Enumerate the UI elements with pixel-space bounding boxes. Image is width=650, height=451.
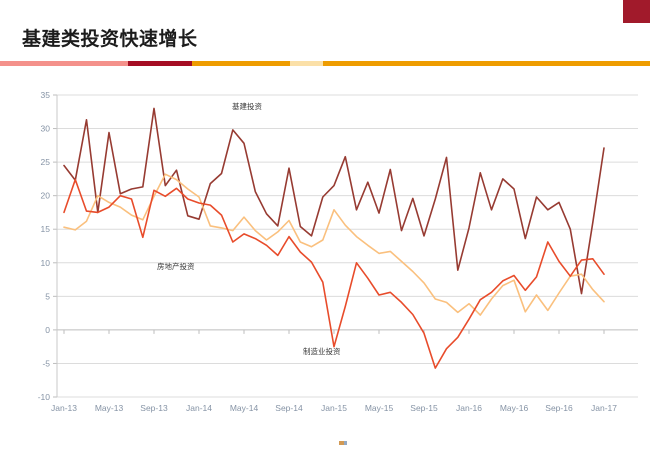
y-tick-label: 25 <box>41 157 51 167</box>
series-label-manufacturing: 制造业投资 <box>303 347 341 356</box>
x-tick-label: Sep-13 <box>140 403 168 413</box>
x-tick-label: May-13 <box>95 403 124 413</box>
y-gridlines <box>57 94 638 398</box>
stripe-segment-pink <box>0 61 128 66</box>
y-tick-label: -5 <box>42 358 50 368</box>
footer-mark-orange <box>339 441 344 445</box>
x-tick-label: Jan-15 <box>321 403 347 413</box>
y-axis-labels: 35 30 25 20 15 10 5 0 -5 -10 <box>38 90 51 402</box>
series-line-2 <box>63 178 605 369</box>
y-tick-label: 35 <box>41 90 51 100</box>
x-tick-label: Jan-13 <box>51 403 77 413</box>
y-tick-label: 15 <box>41 224 51 234</box>
title-divider-stripe <box>0 61 650 66</box>
stripe-segment-orange-long <box>323 61 650 66</box>
corner-accent-block <box>623 0 650 23</box>
y-tick-label: 0 <box>45 325 50 335</box>
y-tick-label: -10 <box>38 392 51 402</box>
x-tick-label: Jan-14 <box>186 403 212 413</box>
series-lines <box>63 107 605 369</box>
y-tick-label: 10 <box>41 258 51 268</box>
series-line-0 <box>63 107 605 295</box>
x-tick-label: Jan-17 <box>591 403 617 413</box>
x-tick-label: May-16 <box>500 403 529 413</box>
page-title: 基建类投资快速增长 <box>22 28 198 50</box>
x-tick-label: Sep-14 <box>275 403 303 413</box>
stripe-segment-cream <box>290 61 323 66</box>
stripe-segment-dark-red <box>128 61 192 66</box>
x-tick-label: Sep-16 <box>545 403 573 413</box>
x-tick-label: Jan-16 <box>456 403 482 413</box>
series-label-infrastructure: 基建投资 <box>232 102 262 111</box>
y-tick-label: 5 <box>45 291 50 301</box>
x-tick-label: May-14 <box>230 403 259 413</box>
stripe-segment-orange <box>192 61 290 66</box>
series-label-real-estate: 房地产投资 <box>157 262 195 271</box>
footer-mark-blue <box>344 441 347 445</box>
x-tick-label: Sep-15 <box>410 403 438 413</box>
series-line-1 <box>63 173 605 316</box>
y-tick-label: 20 <box>41 191 51 201</box>
axes <box>53 94 605 398</box>
y-tick-label: 30 <box>41 124 51 134</box>
x-tick-label: May-15 <box>365 403 394 413</box>
x-axis-labels: Jan-13 May-13 Sep-13 Jan-14 May-14 Sep-14 Jan-… <box>51 403 617 413</box>
footer-mark <box>339 441 347 445</box>
